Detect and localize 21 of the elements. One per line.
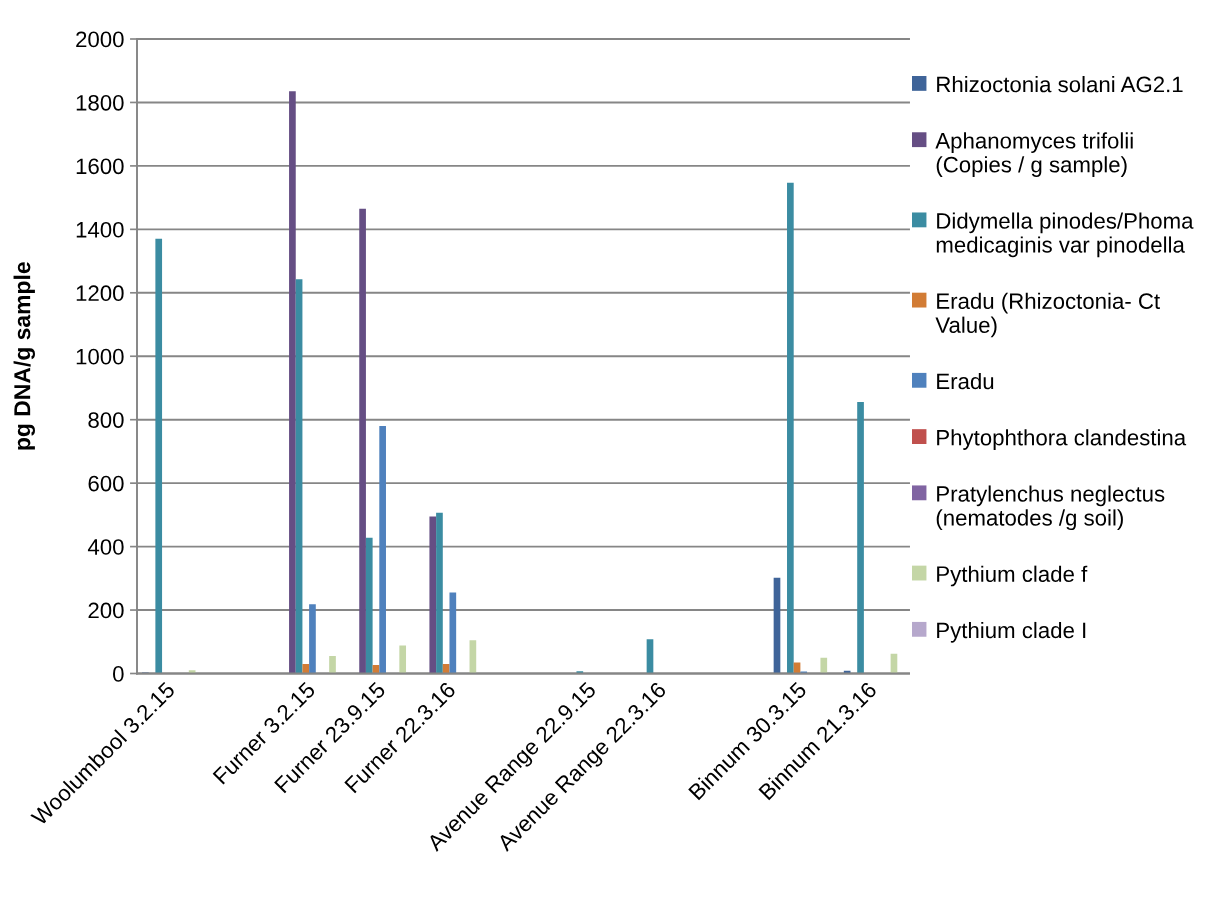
legend-label: Aphanomyces trifolii (Copies / g sample) — [935, 132, 1133, 177]
legend-label: Eradu (Rhizoctonia- Ct Value) — [935, 292, 1160, 338]
legend-label: Eradu — [937, 372, 994, 390]
y-tick-label: 800 — [88, 412, 124, 428]
legend-label: Phytophthora clandestina — [937, 429, 1187, 450]
y-tick-label: 1000 — [76, 348, 124, 365]
legend-label: Pythium clade I — [937, 621, 1086, 643]
legend-label: Didymella pinodes/Phoma medicaginis var pinodella — [936, 212, 1194, 258]
legend-label: Rhizoctonia solani AG2.1 — [937, 76, 1183, 93]
y-tick-label: 200 — [88, 602, 124, 619]
y-tick-label: 1800 — [76, 94, 124, 111]
y-tick-label: 2000 — [76, 31, 124, 48]
y-tick-label: 600 — [88, 475, 124, 492]
y-tick-label: 0 — [113, 666, 124, 682]
y-tick-label: 1400 — [76, 221, 124, 238]
y-axis-title: pg DNA/g sample — [13, 262, 35, 450]
legend-label: Pratylenchus neglectus (nematodes /g soil) — [936, 485, 1165, 531]
y-tick-label: 1600 — [76, 158, 124, 175]
y-tick-label: 1200 — [76, 285, 124, 302]
y-tick-label: 400 — [87, 539, 124, 555]
legend-label: Pythium clade f — [937, 565, 1088, 587]
